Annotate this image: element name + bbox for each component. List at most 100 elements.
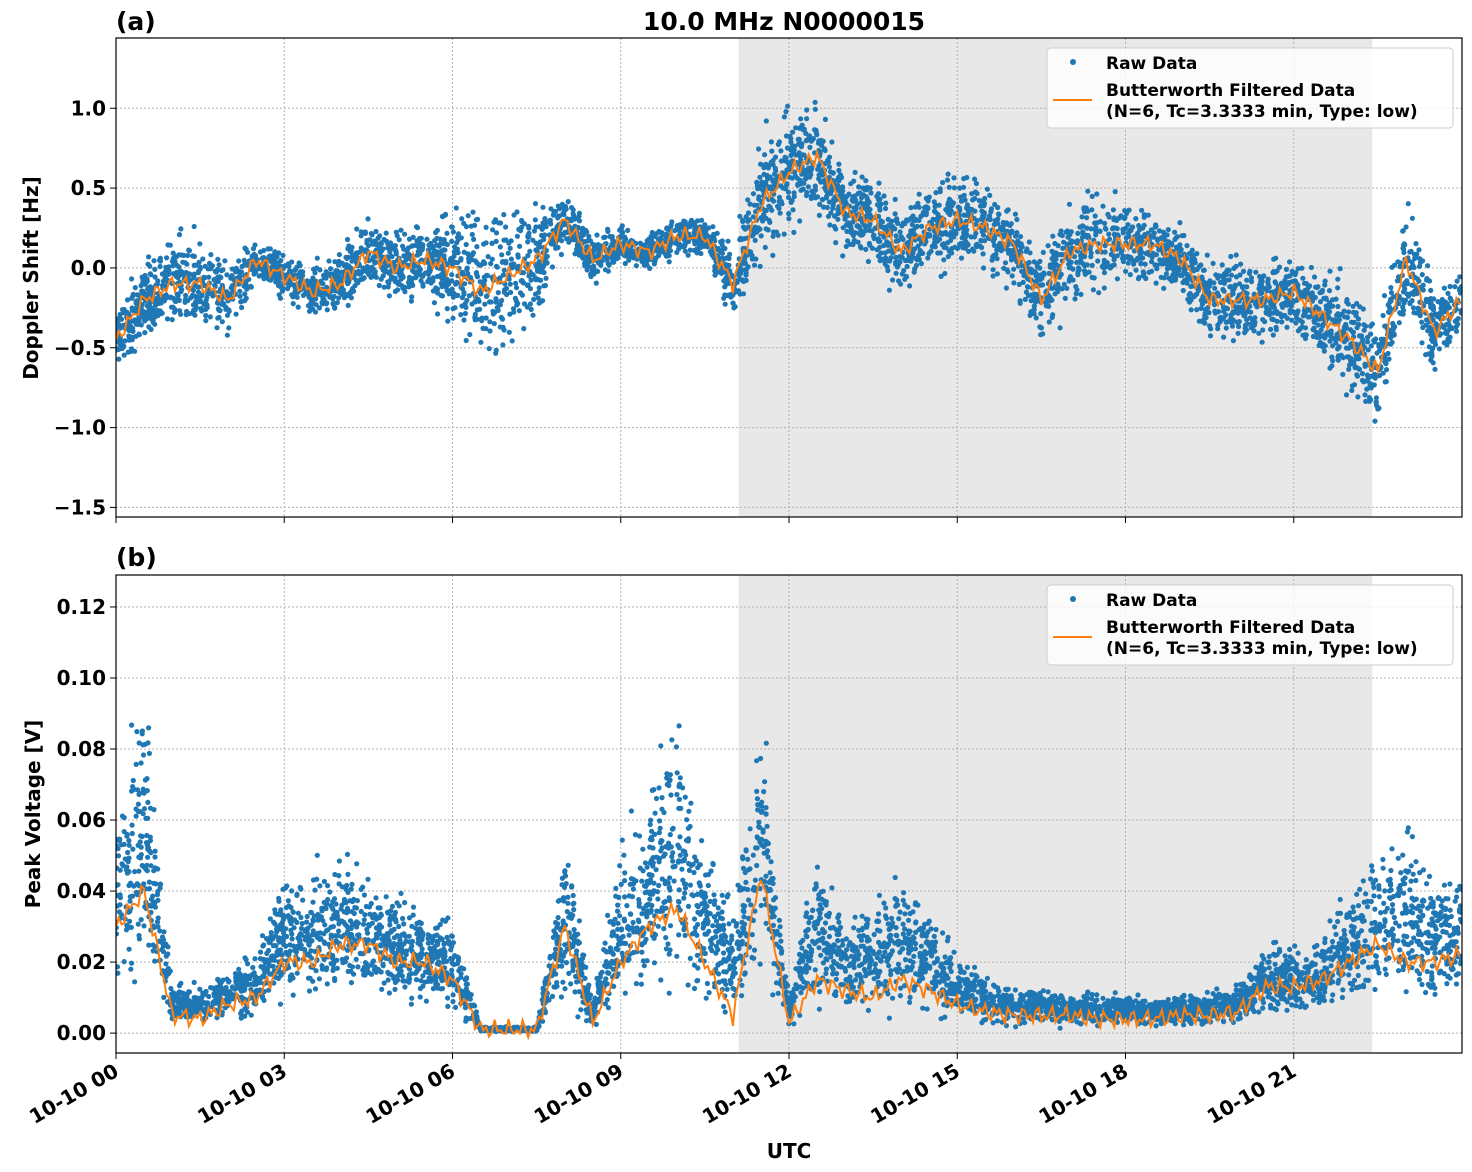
raw-point <box>951 185 958 191</box>
raw-point <box>1142 232 1148 238</box>
raw-point <box>940 179 946 186</box>
raw-point <box>1018 244 1025 250</box>
raw-point <box>1265 279 1271 285</box>
raw-point <box>1202 310 1208 316</box>
raw-point <box>508 238 514 244</box>
raw-point <box>477 279 483 285</box>
raw-point <box>124 297 131 303</box>
raw-point <box>830 170 836 176</box>
raw-point <box>276 250 282 256</box>
raw-point <box>1089 274 1095 280</box>
raw-point <box>1011 266 1017 272</box>
raw-point <box>406 284 412 290</box>
raw-point <box>874 202 881 208</box>
raw-point <box>449 272 455 278</box>
raw-point <box>345 274 351 280</box>
raw-point <box>1283 266 1289 272</box>
raw-point <box>1038 332 1044 338</box>
raw-point <box>1088 226 1094 232</box>
raw-point <box>820 138 826 144</box>
raw-point <box>409 243 415 249</box>
raw-point <box>722 301 728 307</box>
raw-point <box>392 243 398 249</box>
raw-point <box>1383 379 1389 385</box>
raw-point <box>1453 324 1459 330</box>
raw-point <box>1037 265 1043 271</box>
raw-point <box>1381 293 1388 299</box>
raw-point <box>911 231 917 237</box>
raw-point <box>483 293 490 299</box>
raw-point <box>164 255 170 261</box>
raw-point <box>1297 317 1303 323</box>
raw-point <box>1445 337 1451 343</box>
raw-point <box>495 307 501 313</box>
raw-point <box>810 136 816 143</box>
raw-point <box>1333 296 1339 302</box>
raw-point <box>984 186 991 192</box>
raw-point <box>743 226 749 232</box>
raw-point <box>1251 328 1257 334</box>
raw-point <box>932 204 938 210</box>
raw-point <box>1423 352 1429 358</box>
raw-point <box>336 295 342 301</box>
raw-point <box>518 278 524 284</box>
raw-point <box>151 258 157 264</box>
raw-point <box>1089 193 1095 199</box>
raw-point <box>1145 212 1151 218</box>
raw-point <box>970 197 976 203</box>
raw-point <box>1066 201 1073 207</box>
raw-point <box>349 255 355 261</box>
raw-point <box>785 189 792 195</box>
raw-point <box>176 232 183 238</box>
raw-point <box>1375 406 1381 412</box>
raw-point <box>237 293 243 299</box>
raw-point <box>442 281 448 287</box>
raw-point <box>569 205 575 211</box>
raw-point <box>1118 213 1124 219</box>
raw-point <box>1368 331 1374 337</box>
raw-point <box>789 143 795 149</box>
raw-point <box>1009 249 1015 255</box>
raw-point <box>1240 268 1247 274</box>
raw-point <box>167 242 173 248</box>
raw-point <box>1145 249 1151 255</box>
raw-point <box>958 255 965 261</box>
raw-point <box>383 264 389 270</box>
raw-point <box>1005 247 1011 253</box>
raw-point <box>1248 275 1255 281</box>
raw-point <box>398 227 404 233</box>
raw-point <box>795 181 801 187</box>
raw-point <box>490 227 496 233</box>
raw-point <box>913 224 919 230</box>
raw-point <box>851 197 857 203</box>
raw-point <box>907 283 913 289</box>
raw-point <box>1354 373 1361 379</box>
raw-point <box>807 144 813 150</box>
raw-point <box>540 220 546 226</box>
raw-point <box>883 200 889 206</box>
raw-point <box>712 272 718 278</box>
raw-point <box>461 289 467 296</box>
raw-point <box>1188 259 1195 265</box>
raw-point <box>1080 261 1086 267</box>
raw-point <box>509 265 515 271</box>
raw-point <box>833 226 839 232</box>
raw-point <box>497 324 503 330</box>
raw-point <box>1349 383 1355 389</box>
raw-point <box>827 222 833 228</box>
raw-point <box>1268 301 1274 307</box>
raw-point <box>899 271 905 277</box>
raw-point <box>536 285 542 291</box>
raw-point <box>1355 316 1362 322</box>
raw-point <box>1263 304 1269 311</box>
raw-point <box>1068 229 1074 235</box>
raw-point <box>615 255 621 261</box>
raw-point <box>944 177 951 183</box>
raw-point <box>871 232 877 238</box>
raw-point <box>1014 216 1020 223</box>
raw-point <box>1259 339 1265 345</box>
raw-point <box>1327 268 1333 274</box>
raw-point <box>1419 319 1425 325</box>
raw-point <box>157 263 163 270</box>
raw-point <box>501 267 507 273</box>
